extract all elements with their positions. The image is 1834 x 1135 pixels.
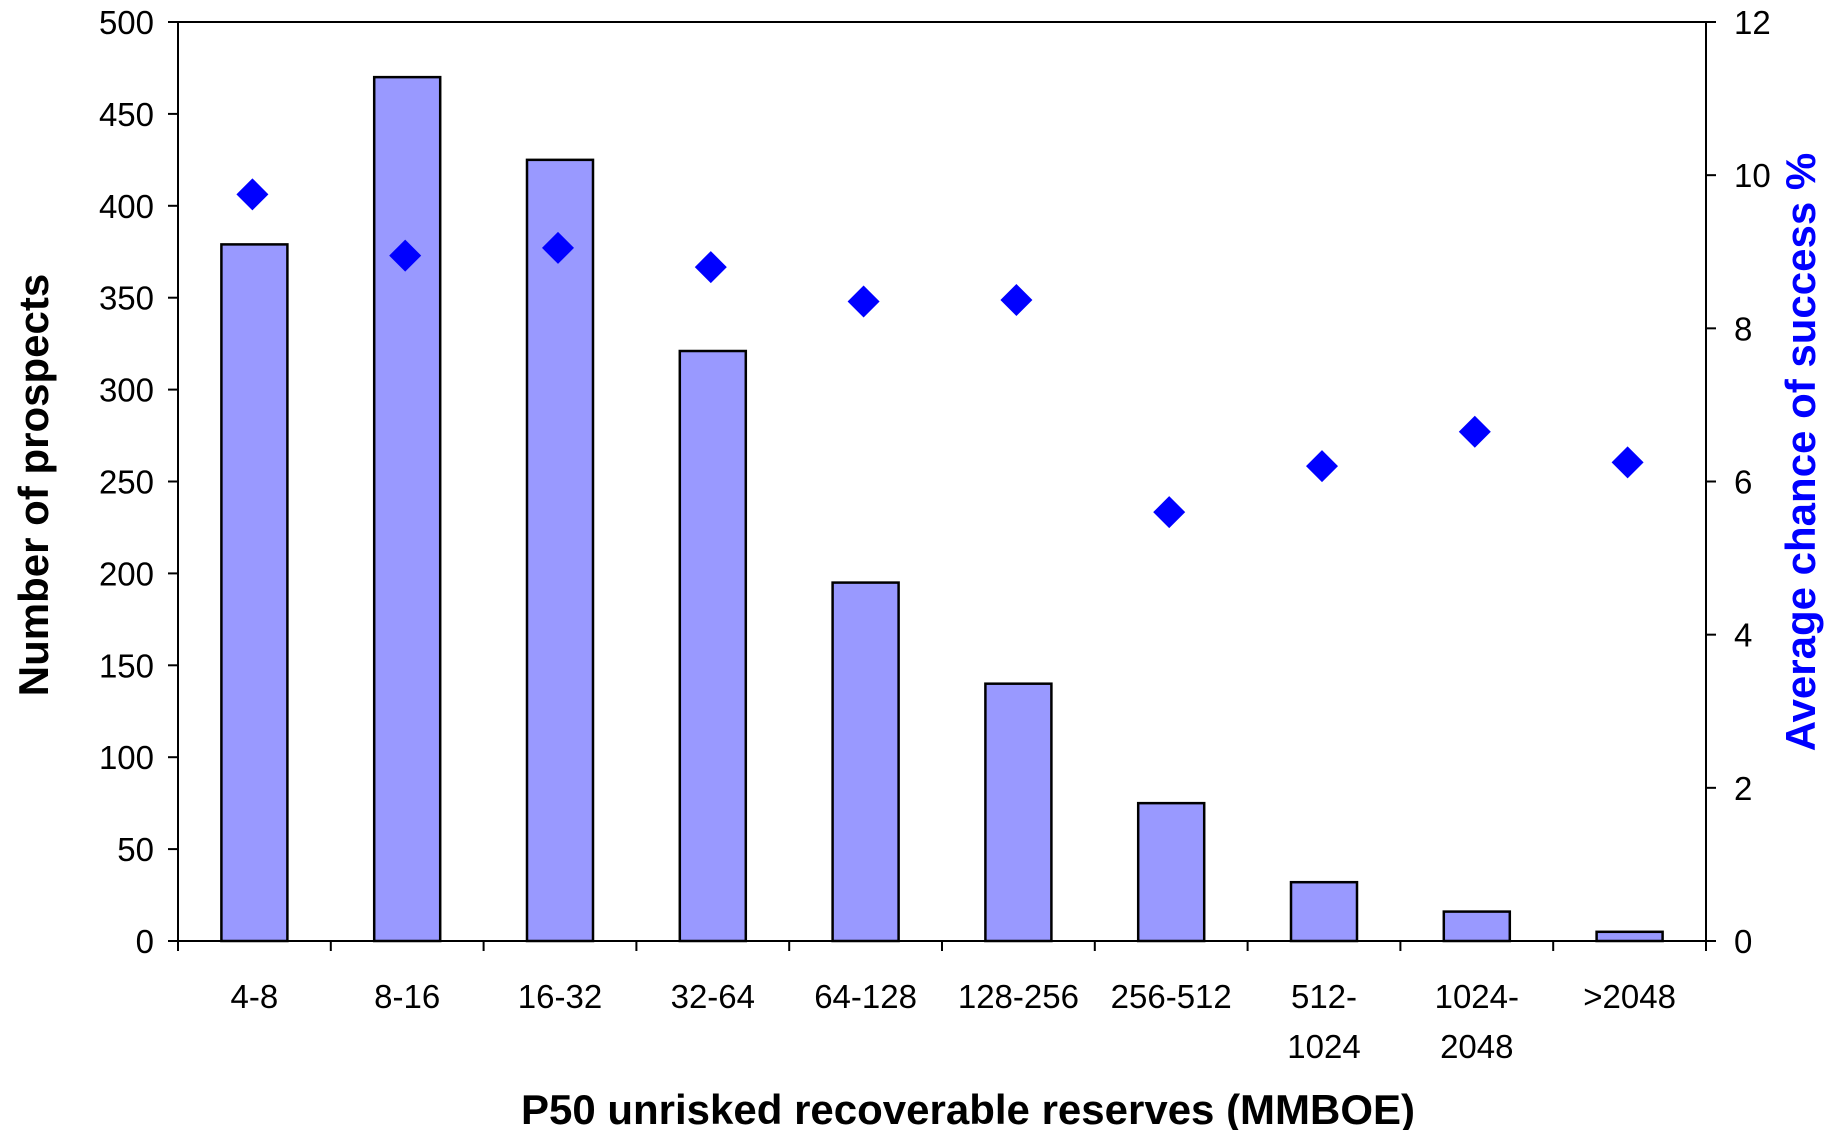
- left-tick-label: 150: [99, 647, 154, 684]
- bar: [1442, 910, 1512, 943]
- y2-axis-label: Average chance of success %: [1777, 153, 1824, 751]
- data-point-diamond: [847, 285, 880, 318]
- bar-series: [220, 75, 1664, 943]
- x-tick-label: 1024-: [1435, 978, 1519, 1015]
- left-tick-label: 400: [99, 188, 154, 225]
- bar: [1136, 801, 1206, 943]
- x-axis-ticks: 4-8 8-16 16-32 32-64 64-128 128-256 256-512 512…: [177, 941, 1707, 1065]
- x-tick-label: 32-64: [671, 978, 755, 1015]
- right-axis-ticks: 0 2 4 6 8 10 12: [1706, 4, 1771, 960]
- y-axis-label: Number of prospects: [10, 274, 57, 696]
- data-point-diamond: [236, 178, 269, 211]
- bar: [1289, 880, 1359, 943]
- left-tick-label: 100: [99, 739, 154, 776]
- data-point-diamond: [1153, 496, 1186, 529]
- x-tick-label: 4-8: [231, 978, 279, 1015]
- left-tick-label: 0: [136, 923, 154, 960]
- bar: [984, 682, 1053, 943]
- left-tick-label: 500: [99, 4, 154, 41]
- data-point-diamond: [389, 239, 422, 272]
- left-tick-label: 350: [99, 280, 154, 317]
- right-tick-label: 0: [1734, 923, 1752, 960]
- right-tick-label: 6: [1734, 464, 1752, 501]
- bar: [831, 581, 900, 943]
- x-tick-label: 64-128: [814, 978, 917, 1015]
- left-tick-label: 300: [99, 372, 154, 409]
- bar: [1595, 930, 1664, 943]
- data-point-diamond: [542, 231, 574, 264]
- right-tick-label: 4: [1734, 617, 1752, 654]
- x-tick-label: 8-16: [374, 978, 440, 1015]
- x-axis-label: P50 unrisked recoverable reserves (MMBOE…: [521, 1086, 1415, 1130]
- left-tick-label: 50: [117, 831, 154, 868]
- x-tick-label: >2048: [1583, 978, 1676, 1015]
- data-point-diamond: [1000, 283, 1033, 316]
- right-tick-label: 2: [1734, 770, 1752, 807]
- bar: [220, 243, 289, 943]
- x-tick-label: 128-256: [958, 978, 1079, 1015]
- bar: [372, 75, 442, 943]
- left-tick-label: 200: [99, 555, 154, 592]
- data-point-diamond: [1611, 446, 1644, 479]
- right-tick-label: 10: [1734, 157, 1771, 194]
- x-tick-label: 256-512: [1111, 978, 1232, 1015]
- left-tick-label: 450: [99, 96, 154, 133]
- chance-of-success-series: [236, 178, 1644, 529]
- x-tick-label: 512-: [1291, 978, 1357, 1015]
- bar: [678, 349, 748, 943]
- bar: [525, 158, 595, 943]
- data-point-diamond: [1458, 415, 1491, 448]
- right-tick-label: 12: [1734, 4, 1771, 41]
- right-tick-label: 8: [1734, 310, 1752, 347]
- left-axis-ticks: 0 50 100 150 200 250 300 350 400 450 500: [99, 4, 178, 960]
- data-point-diamond: [1306, 450, 1338, 483]
- x-tick-label: 16-32: [518, 978, 602, 1015]
- x-tick-label: 1024: [1287, 1028, 1360, 1065]
- x-tick-label: 2048: [1440, 1028, 1513, 1065]
- data-point-diamond: [694, 251, 727, 284]
- left-tick-label: 250: [99, 464, 154, 501]
